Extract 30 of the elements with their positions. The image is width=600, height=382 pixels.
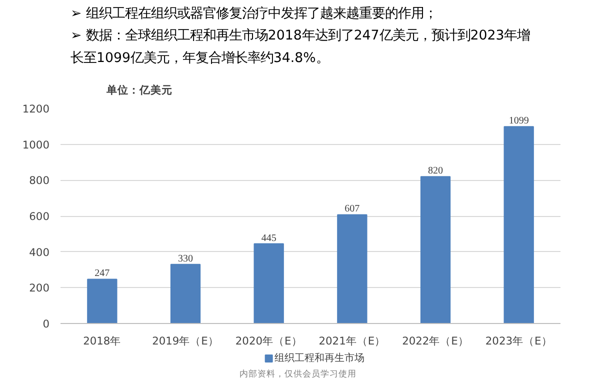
data-label: 1099 — [508, 116, 529, 127]
y-tick-label: 400 — [29, 246, 50, 259]
bar — [170, 264, 201, 324]
data-label: 330 — [178, 253, 193, 264]
bar — [87, 278, 118, 324]
y-tick-label: 1200 — [22, 102, 50, 116]
y-tick-label: 200 — [29, 282, 50, 295]
x-tick-label: 2019年（E） — [152, 334, 219, 348]
text: ➢ 组织工程在组织或器官修复治疗中发挥了越来越重要的作用； — [70, 6, 437, 22]
x-tick-label: 2022年（E） — [402, 334, 469, 348]
y-tick-label: 1000 — [22, 138, 50, 152]
x-tick-label: 2020年（E） — [235, 334, 302, 348]
data-label: 445 — [261, 232, 276, 244]
legend-label: 组织工程和再生市场 — [274, 352, 365, 364]
x-tick-label: 2021年（E） — [318, 334, 386, 348]
bar — [254, 243, 284, 324]
text: 内部资料，仅供会员学习使用 — [240, 368, 356, 380]
data-label: 247 — [94, 268, 110, 280]
text: ➢ 数据：全球组织工程和再生市场2018年达到了247亿美元，预计到2023年增长至1099亿美元，年复合增长率约34.8%。 — [70, 28, 530, 66]
bar — [504, 126, 534, 324]
data-label: 820 — [428, 166, 443, 177]
bar — [337, 214, 368, 324]
y-tick-label: 0 — [42, 318, 50, 330]
data-label: 607 — [344, 204, 360, 215]
x-tick-label: 2018年 — [83, 334, 122, 348]
x-tick-label: 2023年（E） — [485, 334, 552, 348]
y-tick-label: 800 — [29, 174, 50, 188]
bar — [420, 176, 451, 324]
y-tick-label: 600 — [29, 210, 50, 223]
y-axis-title: 单位：亿美元 — [105, 84, 172, 96]
